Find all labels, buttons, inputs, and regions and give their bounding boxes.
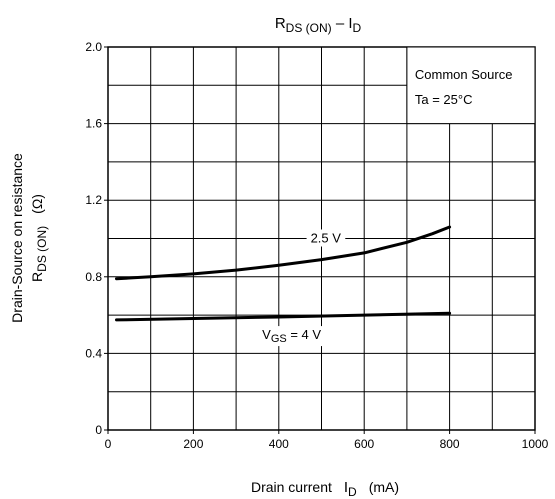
y-tick-label: 2.0 <box>85 40 102 54</box>
x-tick-label: 1000 <box>522 437 549 451</box>
y-tick-label: 1.6 <box>85 117 102 131</box>
series-label-vgs-4v: VGS = 4 V <box>262 327 321 345</box>
x-tick-label: 0 <box>105 437 112 451</box>
x-tick-label: 200 <box>183 437 203 451</box>
chart-title: RDS (ON) – ID <box>275 15 362 35</box>
title-symbol-r: R <box>275 15 286 32</box>
y-axis-label: Drain-Source on resistance RDS (ON) (Ω) <box>9 153 49 323</box>
series-label-2-5v-background <box>306 229 346 247</box>
y-tick-label: 0 <box>95 423 102 437</box>
series-line-vgs-4v <box>115 311 452 322</box>
x-tick-label: 800 <box>440 437 460 451</box>
x-tick-labels: 0 200 400 600 800 1000 <box>105 437 549 451</box>
x-axis-label-sub: D <box>348 485 357 499</box>
plot-frame <box>107 46 536 431</box>
series-label-vgs-rest: = 4 V <box>287 327 322 342</box>
y-axis-label-sub: DS (ON) <box>35 226 49 272</box>
y-tick-label: 1.2 <box>85 193 102 207</box>
x-axis-label: Drain current ID (mA) <box>251 479 399 499</box>
title-separator: – I <box>332 15 353 32</box>
series-labels: 2.5 V VGS = 4 V <box>258 229 346 347</box>
x-axis-label-unit: (mA) <box>369 479 399 495</box>
series-label-vgs-sub: GS <box>271 333 287 345</box>
y-axis-label-line-2: RDS (ON) (Ω) <box>29 194 49 282</box>
y-axis-label-unit: (Ω) <box>29 194 45 214</box>
title-sub-d: D <box>353 21 362 35</box>
y-axis-label-line-1: Drain-Source on resistance <box>9 153 25 323</box>
x-axis-label-main: Drain current <box>251 479 332 495</box>
x-tick-label: 400 <box>269 437 289 451</box>
series-label-vgs-background <box>258 326 326 347</box>
series-label-2-5v: 2.5 V <box>311 231 342 246</box>
legend-line-2: Ta = 25°C <box>415 92 473 107</box>
y-tick-label: 0.8 <box>85 270 102 284</box>
y-tick-labels: 0 0.4 0.8 1.2 1.6 2.0 <box>85 40 102 437</box>
legend-background <box>406 46 536 125</box>
y-axis-label-symbol: R <box>29 272 45 282</box>
legend-box: Common Source Ta = 25°C <box>406 46 536 125</box>
x-axis-label-symbol: I <box>344 479 348 496</box>
title-sub-ds-on: DS (ON) <box>286 21 332 35</box>
series-line-2-5v <box>115 225 452 281</box>
series-label-vgs-main: V <box>262 327 271 342</box>
y-tick-label: 0.4 <box>85 346 102 360</box>
legend-line-1: Common Source <box>415 67 513 82</box>
x-tick-label: 600 <box>354 437 374 451</box>
series-group <box>115 225 452 322</box>
